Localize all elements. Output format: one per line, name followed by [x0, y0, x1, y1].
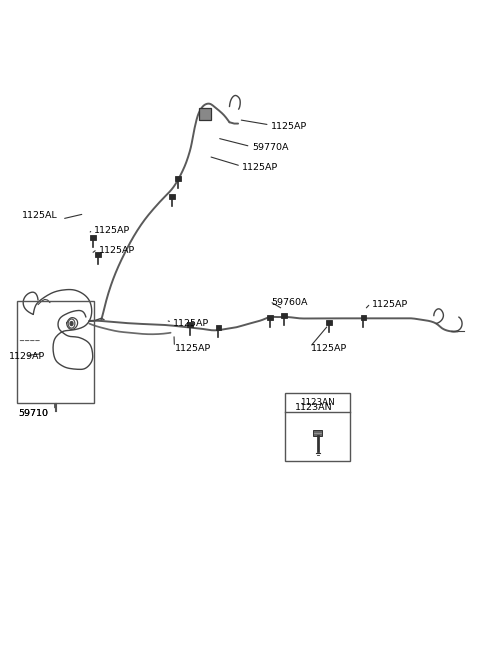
Text: 59760A: 59760A	[271, 298, 308, 307]
Bar	[199, 108, 211, 120]
Bar	[267, 315, 273, 320]
Text: 1125AP: 1125AP	[372, 300, 408, 309]
Bar	[216, 325, 221, 330]
Text: 1125AP: 1125AP	[94, 226, 130, 235]
Bar	[360, 314, 366, 320]
Bar	[169, 195, 175, 199]
Bar	[96, 252, 101, 257]
Bar	[281, 313, 287, 318]
Bar	[175, 176, 180, 181]
Text: 1125AP: 1125AP	[175, 344, 212, 353]
Bar	[187, 322, 192, 328]
Text: 59770A: 59770A	[252, 143, 288, 152]
Text: 1125AL: 1125AL	[22, 210, 58, 219]
Text: 1125AP: 1125AP	[173, 319, 209, 328]
Bar	[90, 234, 96, 240]
Bar	[17, 301, 94, 403]
Text: 1123AN: 1123AN	[300, 398, 335, 407]
Bar	[313, 430, 322, 436]
Text: 1125AP: 1125AP	[242, 163, 279, 172]
Bar	[326, 320, 332, 325]
Text: 1125AP: 1125AP	[99, 246, 135, 255]
Text: 59710: 59710	[18, 409, 48, 419]
Text: 1123AN: 1123AN	[295, 403, 333, 412]
Circle shape	[70, 322, 73, 326]
Bar	[286, 393, 350, 462]
Text: 1125AP: 1125AP	[311, 344, 347, 353]
Text: 1125AP: 1125AP	[271, 122, 307, 131]
Text: 59710: 59710	[18, 409, 48, 419]
Text: 1129AP: 1129AP	[9, 352, 46, 362]
